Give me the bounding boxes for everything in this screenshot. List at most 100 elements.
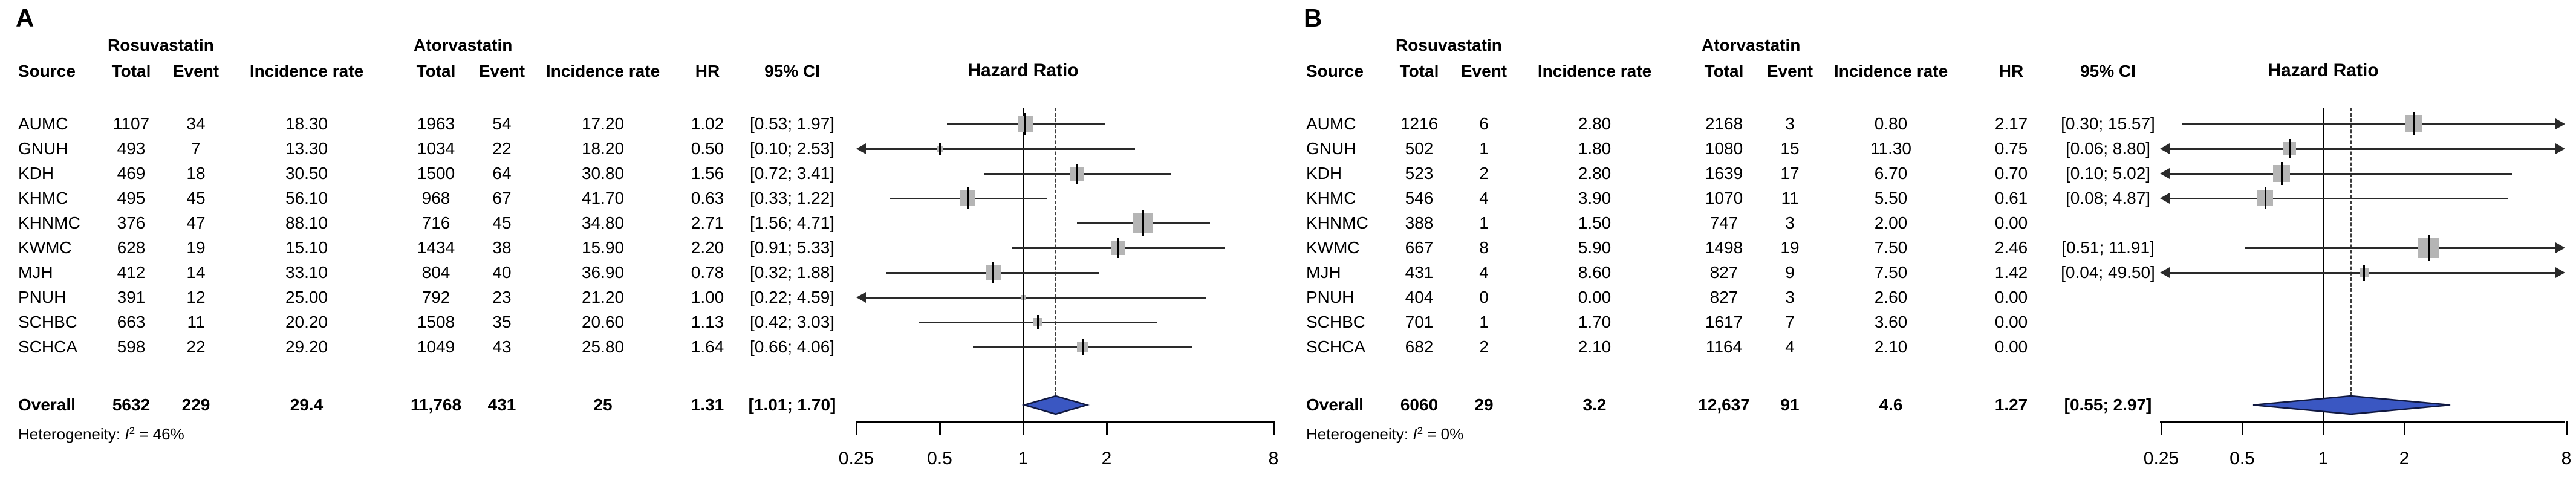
- reference-line-hr-1: [1022, 108, 1024, 423]
- study-r2: 34.80: [581, 213, 625, 232]
- study-r1: 0.00: [1578, 288, 1612, 306]
- overall-r2: 4.6: [1879, 395, 1903, 414]
- overall-hr: 1.31: [691, 395, 724, 414]
- study-r2: 2.00: [1874, 213, 1908, 232]
- study-e1: 45: [186, 189, 206, 207]
- study-source: PNUH: [18, 288, 67, 306]
- study-e2: 4: [1785, 337, 1795, 356]
- ci-line-kwmc: [2244, 247, 2557, 249]
- point-estimate-tick-khmc: [966, 187, 969, 209]
- point-estimate-tick-mjh: [992, 262, 995, 283]
- group-header-atorvastatin: Atorvastatin: [1702, 36, 1801, 54]
- study-e2: 11: [1781, 189, 1799, 207]
- ci-arrow-left: [856, 143, 866, 154]
- overall-dashed-line: [1055, 108, 1057, 396]
- col-header-event-2: Event: [1766, 62, 1813, 80]
- study-ci: [0.06; 8.80]: [2065, 139, 2151, 158]
- study-source: KDH: [18, 164, 54, 183]
- study-t1: 493: [117, 139, 146, 158]
- study-e2: 35: [492, 313, 512, 331]
- study-r2: 17.20: [581, 114, 625, 133]
- study-hr: 0.00: [1994, 313, 2028, 331]
- group-header-rosuvastatin: Rosuvastatin: [108, 36, 214, 54]
- study-t1: 682: [1405, 337, 1434, 356]
- x-axis-tick-0.5: [2241, 421, 2243, 435]
- heterogeneity-text-part: 2: [1417, 425, 1423, 436]
- ci-line-khmc: [2168, 197, 2509, 199]
- x-axis-tick-label-0.5: 0.5: [2230, 449, 2255, 469]
- col-header-event-2: Event: [478, 62, 525, 80]
- study-source: PNUH: [1306, 288, 1355, 306]
- panel-label: A: [16, 4, 34, 32]
- x-axis-tick-label-2: 2: [2399, 449, 2410, 469]
- x-axis-tick-2: [1105, 421, 1108, 435]
- study-e1: 1: [1479, 213, 1489, 232]
- study-r2: 7.50: [1874, 238, 1908, 257]
- study-ci: [0.66; 4.06]: [749, 337, 835, 356]
- heterogeneity-text-part: Heterogeneity:: [18, 425, 125, 443]
- study-e2: 9: [1785, 263, 1795, 282]
- heterogeneity-note: Heterogeneity: I2 = 46%: [18, 423, 184, 443]
- study-r1: 25.00: [285, 288, 328, 306]
- col-header-hr: HR: [1999, 62, 2024, 80]
- overall-r1: 29.4: [290, 395, 324, 414]
- study-t2: 804: [421, 263, 450, 282]
- study-r2: 0.80: [1874, 114, 1908, 133]
- col-header-total-1: Total: [1399, 62, 1439, 80]
- heterogeneity-text-part: I: [1413, 425, 1417, 443]
- study-t2: 1164: [1705, 337, 1743, 356]
- overall-t1: 6060: [1400, 395, 1439, 414]
- study-e2: 43: [492, 337, 512, 356]
- study-r1: 3.90: [1578, 189, 1612, 207]
- study-t2: 1500: [417, 164, 455, 183]
- study-hr: 0.78: [691, 263, 724, 282]
- x-axis-tick-label-0.25: 0.25: [838, 449, 874, 469]
- study-source: KDH: [1306, 164, 1342, 183]
- study-e1: 4: [1479, 263, 1489, 282]
- heterogeneity-text-part: I: [125, 425, 129, 443]
- study-t2: 716: [421, 213, 450, 232]
- ci-arrow-right: [2555, 118, 2565, 129]
- col-header-total-2: Total: [1704, 62, 1744, 80]
- study-source: AUMC: [1306, 114, 1356, 133]
- study-t1: 523: [1405, 164, 1434, 183]
- col-header-rate-1: Incidence rate: [1537, 62, 1652, 80]
- study-e2: 38: [492, 238, 512, 257]
- ci-arrow-right: [2555, 242, 2565, 253]
- study-t1: 663: [117, 313, 146, 331]
- point-estimate-tick-kwmc: [1117, 238, 1119, 258]
- study-t1: 701: [1405, 313, 1434, 331]
- study-r1: 29.20: [285, 337, 328, 356]
- heterogeneity-note: Heterogeneity: I2 = 0%: [1306, 423, 1463, 443]
- col-header-event-1: Event: [1460, 62, 1508, 80]
- study-source: MJH: [1306, 263, 1341, 282]
- study-r1: 20.20: [285, 313, 328, 331]
- ci-arrow-right: [2555, 143, 2565, 154]
- heterogeneity-text-part: Heterogeneity:: [1306, 425, 1413, 443]
- study-r1: 1.80: [1578, 139, 1612, 158]
- study-r1: 5.90: [1578, 238, 1612, 257]
- study-e2: 3: [1785, 213, 1795, 232]
- overall-e1: 229: [181, 395, 210, 414]
- overall-ci: [1.01; 1.70]: [748, 395, 836, 414]
- point-estimate-tick-aumc: [1024, 113, 1027, 135]
- study-t2: 1963: [417, 114, 455, 133]
- study-source: GNUH: [1306, 139, 1356, 158]
- study-source: KHNMC: [18, 213, 80, 232]
- study-t1: 431: [1405, 263, 1434, 282]
- x-axis-tick-label-8: 8: [2561, 449, 2572, 469]
- study-t1: 546: [1405, 189, 1434, 207]
- study-t2: 1617: [1705, 313, 1743, 331]
- study-t2: 747: [1709, 213, 1738, 232]
- study-e2: 3: [1785, 114, 1795, 133]
- col-header-source: Source: [18, 62, 76, 80]
- panel-a: A Rosuvastatin Atorvastatin Source Total Even…: [16, 4, 1278, 469]
- col-header-rate-1: Incidence rate: [249, 62, 364, 80]
- study-t2: 792: [421, 288, 450, 306]
- col-header-ci: 95% CI: [764, 62, 820, 80]
- study-e2: 3: [1785, 288, 1795, 306]
- study-source: SCHBC: [18, 313, 78, 331]
- ci-arrow-left: [2160, 193, 2170, 204]
- study-source: SCHBC: [1306, 313, 1366, 331]
- overall-t2: 12,637: [1698, 395, 1750, 414]
